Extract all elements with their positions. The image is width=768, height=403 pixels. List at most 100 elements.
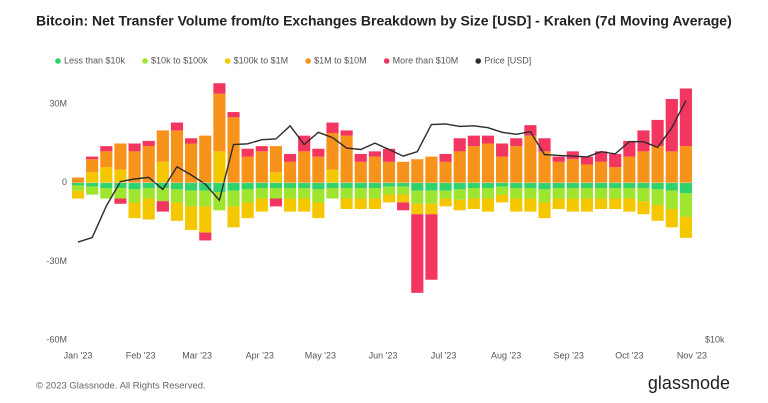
bar-segment — [185, 206, 198, 230]
bar-segment — [594, 188, 608, 199]
bar-segment — [623, 188, 636, 199]
bar-segment — [283, 188, 297, 199]
bar-segment — [142, 140, 155, 147]
y-tick-label: 0 — [62, 177, 67, 187]
bar-segment — [326, 133, 339, 170]
bar-segment — [298, 151, 311, 183]
bar-segment — [269, 188, 283, 199]
bar-segment — [227, 112, 240, 118]
chart-title: Bitcoin: Net Transfer Volume from/to Exc… — [36, 13, 732, 29]
bar-segment — [580, 198, 594, 212]
bar-segment — [496, 143, 509, 157]
x-tick-label: Aug '23 — [491, 350, 521, 360]
bar-segment — [86, 182, 99, 187]
bar-segment — [340, 182, 353, 189]
bar-segment — [114, 143, 127, 170]
bar-segment — [298, 182, 311, 189]
x-tick-label: Nov '23 — [677, 350, 707, 360]
bar-segment — [566, 151, 579, 160]
bar-segment — [637, 188, 650, 202]
bar-segment — [241, 156, 254, 183]
bar-segment — [637, 130, 650, 152]
bar-segment — [524, 198, 537, 212]
bar-segment — [439, 190, 452, 199]
bar-segment — [580, 164, 594, 183]
x-tick-label: May '23 — [305, 350, 336, 360]
bar-segment — [651, 182, 664, 190]
bar-segment — [128, 189, 141, 203]
bar-segment — [594, 161, 608, 183]
bar-segment — [467, 188, 480, 199]
bar-segment — [439, 161, 452, 183]
bar-segment — [185, 138, 198, 144]
bar-segment — [566, 182, 579, 189]
x-tick-label: Mar '23 — [182, 350, 212, 360]
bar-segment — [397, 194, 410, 203]
bar-segment — [411, 214, 424, 293]
bar-segment — [354, 182, 367, 189]
bar-segment — [481, 188, 495, 199]
bar-segment — [538, 202, 551, 219]
bar-segment — [354, 153, 367, 162]
bar-segment — [114, 188, 127, 199]
legend-label: More than $10M — [393, 55, 459, 65]
bar-segment — [156, 130, 169, 162]
bar-segment — [637, 201, 650, 215]
bar-segment — [283, 161, 297, 183]
bar-segment — [481, 143, 495, 183]
x-tick-label: Oct '23 — [615, 350, 643, 360]
bar-segment — [580, 182, 594, 189]
bar-segment — [453, 151, 466, 183]
bar-segment — [142, 182, 155, 189]
bar-segment — [340, 130, 353, 136]
bar-segment — [283, 153, 297, 162]
bar-segment — [326, 122, 339, 134]
bar-segment — [100, 167, 113, 183]
price-line — [77, 100, 687, 243]
bar-segment — [665, 190, 678, 209]
bar-segment — [496, 182, 509, 187]
bar-segment — [510, 198, 523, 212]
bar-segment — [453, 199, 466, 211]
x-tick-label: Feb '23 — [126, 350, 156, 360]
bar-segment — [128, 202, 141, 219]
bar-segment — [552, 182, 565, 189]
bar-segment — [326, 182, 339, 189]
bar-segment — [368, 151, 381, 157]
bar-segment — [637, 182, 650, 189]
bar-segment — [425, 214, 438, 280]
bar-segment — [524, 182, 537, 189]
bar-segment — [199, 232, 212, 241]
bar-segment — [382, 148, 396, 162]
bar-segment — [538, 138, 551, 152]
bar-segment — [665, 182, 678, 191]
x-tick-label: Jan '23 — [64, 350, 93, 360]
bar-segment — [227, 206, 240, 228]
bar-segment — [312, 156, 325, 183]
bar-segment — [623, 182, 636, 189]
bar-segment — [425, 156, 438, 183]
bar-segment — [679, 193, 692, 217]
x-tick-label: Jun '23 — [369, 350, 398, 360]
bar-segment — [128, 151, 141, 183]
bar-segment — [467, 198, 480, 209]
bar-segment — [397, 186, 410, 195]
bar-segment — [679, 182, 692, 194]
bar-segment — [340, 198, 353, 209]
bar-segment — [354, 188, 367, 199]
bar-segment — [425, 190, 438, 204]
bar-segment — [439, 182, 452, 191]
bar-segment — [368, 156, 381, 183]
bar-segment — [609, 182, 622, 189]
bar-segment — [114, 198, 127, 204]
x-tick-label: Sep '23 — [554, 350, 584, 360]
bar-segment — [609, 167, 622, 183]
bar-segment — [453, 182, 466, 190]
bar-segment — [552, 188, 565, 199]
bar-segment — [524, 125, 537, 136]
bar-segment — [86, 186, 99, 195]
bar-segment — [283, 182, 297, 189]
bar-segment — [213, 151, 226, 183]
bar-segment — [255, 198, 268, 212]
